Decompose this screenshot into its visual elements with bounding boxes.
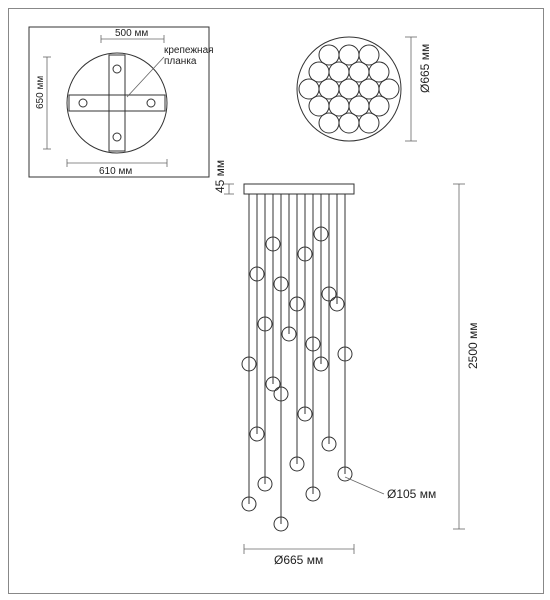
mount-plate-inset: 500 мм 650 мм крепежная планка 610 мм bbox=[29, 27, 214, 177]
side-view: Ø105 мм Ø665 мм bbox=[224, 184, 465, 567]
drawing-frame: 500 мм 650 мм крепежная планка 610 мм bbox=[8, 8, 544, 594]
technical-drawing: 500 мм 650 мм крепежная планка 610 мм bbox=[9, 9, 543, 593]
mount-label2: планка bbox=[164, 56, 197, 67]
top-view bbox=[297, 37, 417, 141]
ball-diameter: Ø105 мм bbox=[387, 487, 436, 501]
mount-label1: крепежная bbox=[164, 45, 214, 56]
mount-bottom-dim: 610 мм bbox=[99, 166, 132, 177]
mount-side-dim: 650 мм bbox=[35, 76, 46, 109]
mount-top-dim: 500 мм bbox=[115, 28, 148, 39]
top-diameter: Ø665 мм bbox=[418, 44, 432, 93]
footprint-diameter: Ø665 мм bbox=[274, 553, 323, 567]
canopy-height: 45 мм bbox=[213, 160, 227, 193]
total-height: 2500 мм bbox=[466, 322, 480, 369]
